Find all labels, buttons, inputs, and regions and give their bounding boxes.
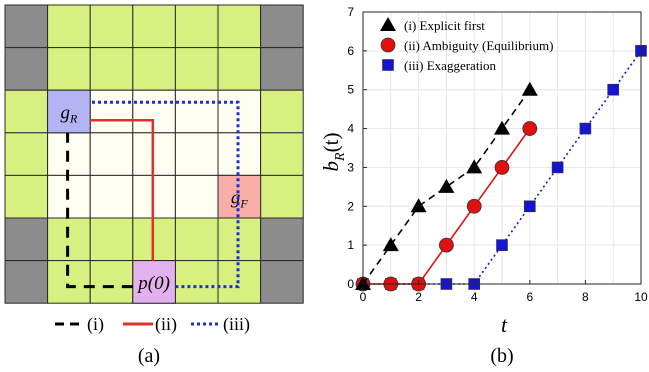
path-iii	[90, 100, 240, 289]
legend-entry-2: (ii) Ambiguity (Equilibrium)	[404, 38, 554, 53]
path-ii	[90, 118, 155, 261]
grid-cell	[4, 47, 49, 91]
legend-entry-1: (i) Explicit first	[404, 18, 485, 33]
panel-a-caption: (a)	[138, 345, 160, 367]
grid-cell	[260, 260, 304, 304]
grid-cell	[132, 4, 176, 49]
path-legend: (i) (ii) (iii)	[55, 314, 250, 335]
legend-label-3: (iii)	[223, 314, 250, 335]
data-point	[466, 159, 483, 174]
grid-cell	[260, 4, 304, 49]
grid-cell	[132, 217, 176, 262]
x-tick-label: 8	[582, 290, 589, 304]
y-axis-label: bR(t)	[319, 133, 348, 172]
chart-legend: (i) Explicit first (ii) Ambiguity (Equili…	[380, 17, 554, 73]
start-position-label: p(0)	[136, 273, 170, 294]
grid-cell	[174, 4, 219, 49]
y-tick-label: 4	[347, 122, 354, 136]
y-tick-label: 2	[347, 199, 354, 213]
data-point	[496, 239, 508, 251]
grid-cell	[260, 132, 304, 176]
data-point	[382, 237, 399, 252]
grid-cell	[89, 174, 134, 219]
grid-cell	[89, 217, 134, 262]
grid-cell	[89, 47, 134, 91]
y-tick-label: 3	[347, 160, 354, 174]
legend-label-1: (i)	[87, 314, 104, 335]
data-point	[494, 160, 510, 175]
grid-cell	[4, 89, 49, 134]
y-tick-label: 6	[347, 44, 354, 58]
grid-cell	[174, 260, 219, 304]
x-tick-label: 2	[415, 290, 422, 304]
grid-cell	[89, 260, 134, 304]
grid-cell	[217, 47, 262, 91]
grid-cell	[4, 217, 49, 262]
y-tick-label: 1	[347, 238, 354, 252]
start-position-cell	[132, 260, 176, 304]
grid-cell	[132, 89, 176, 134]
chart-panel: 0 2 4 6 8 10 0 1 2 3 4 5 6 7 (i) Explicit first (ii) A…	[319, 5, 648, 367]
x-axis-label: t	[501, 312, 508, 337]
grid-cell	[174, 217, 219, 262]
x-tick-label: 4	[471, 290, 478, 304]
grid-cell	[260, 217, 304, 262]
grid-cell	[132, 47, 176, 91]
legend-marker-2	[380, 37, 396, 53]
data-point	[579, 122, 592, 135]
panel-b-caption: (b)	[490, 345, 513, 367]
legend-marker-3	[382, 59, 394, 71]
grid-cell	[89, 4, 134, 49]
y-tick-label: 7	[347, 5, 354, 19]
data-point	[410, 198, 427, 213]
goal-robot-cell	[47, 89, 91, 134]
legend-entry-3: (iii) Exaggeration	[404, 58, 497, 73]
legend-label-2: (ii)	[155, 314, 177, 335]
goal-robot-label: gR	[60, 103, 78, 126]
data-point	[438, 237, 454, 253]
data-point	[494, 120, 510, 135]
grid-cell	[47, 4, 91, 49]
data-point	[551, 161, 564, 174]
grid-cell	[4, 174, 49, 219]
y-tick-label: 0	[347, 277, 354, 291]
grid-cell	[132, 174, 176, 219]
x-tick-label: 6	[526, 290, 533, 304]
grid-cell	[174, 89, 219, 134]
path-i	[66, 132, 133, 289]
x-tick-label: 10	[634, 290, 648, 304]
grid-cell	[4, 260, 49, 304]
grid-cell	[260, 174, 304, 219]
grid-cell	[217, 4, 262, 49]
y-tick-label: 5	[347, 83, 354, 97]
grid-cell	[174, 132, 219, 176]
grid-cell	[174, 174, 219, 219]
plot-frame	[362, 11, 642, 285]
grid-cell	[89, 132, 134, 176]
grid-cell	[47, 260, 91, 304]
goal-fake-label: gF	[231, 188, 249, 211]
data-point	[522, 121, 538, 136]
x-tick-label: 0	[360, 290, 367, 304]
data-point	[438, 178, 455, 193]
grid-world-panel: gR gF p(0) (i) (ii) (iii) (a)	[4, 4, 304, 367]
grid-cell	[89, 89, 134, 134]
data-point	[466, 198, 482, 214]
grid-cell	[4, 132, 49, 176]
grid-cell	[47, 47, 91, 91]
grid-cell	[132, 132, 176, 176]
grid-cell	[217, 217, 262, 262]
grid-cell	[174, 47, 219, 91]
data-point	[523, 200, 536, 213]
data-point	[607, 83, 620, 96]
grid-cell	[260, 89, 304, 134]
grid-cell	[260, 47, 304, 91]
grid-cell	[4, 4, 49, 49]
legend-marker-1	[380, 17, 396, 31]
data-point	[521, 81, 538, 96]
